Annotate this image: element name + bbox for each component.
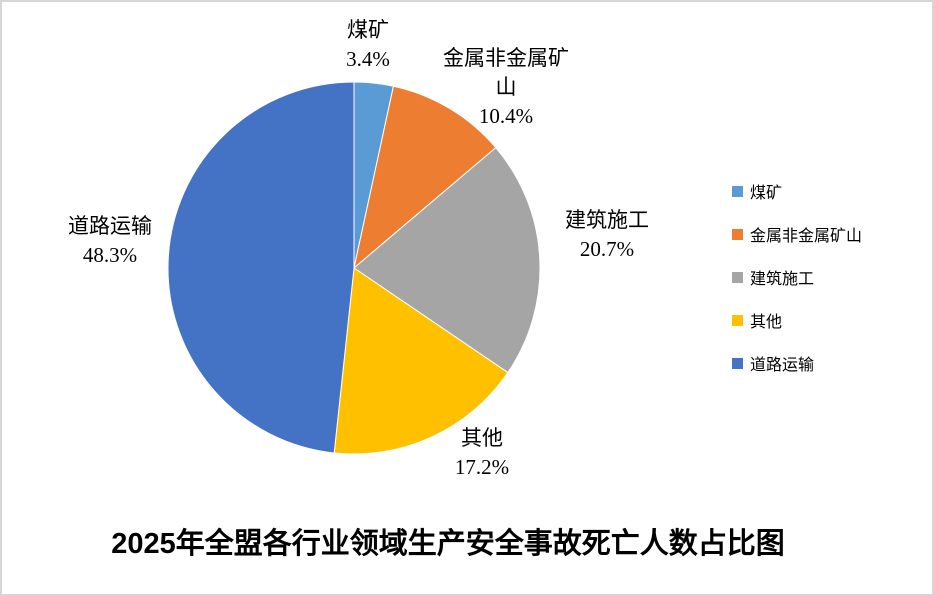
slice-label-line: 山 xyxy=(495,75,517,99)
chart-title: 2025年全盟各行业领域生产安全事故死亡人数占比图 xyxy=(111,528,785,560)
slice-label-line: 17.2% xyxy=(454,455,510,479)
slice-label-metal-nonmetal-mine: 金属非金属矿山 10.4% xyxy=(443,44,569,131)
slice-label-line: 20.7% xyxy=(579,237,635,261)
slice-label-line: 道路运输 xyxy=(68,214,152,238)
slice-label-line: 建筑施工 xyxy=(565,208,649,232)
pie-slice-construction xyxy=(353,146,541,374)
slice-label-line: 金属非金属矿 xyxy=(443,46,569,70)
slice-label-line: 48.3% xyxy=(82,243,138,267)
pie-slice-other xyxy=(333,267,509,455)
slice-label-line: 其他 xyxy=(461,426,503,450)
slice-label-line: 10.4% xyxy=(478,104,534,128)
slice-label-line: 煤矿 xyxy=(347,18,389,42)
slice-label-road-transport: 道路运输 48.3% xyxy=(68,212,152,270)
slice-label-construction: 建筑施工 20.7% xyxy=(565,206,649,264)
slice-label-other: 其他 17.2% xyxy=(455,424,509,482)
slice-label-coal-mine: 煤矿 3.4% xyxy=(346,16,390,74)
pie-slice-metal-nonmetal-mine xyxy=(353,85,497,270)
pie-slice-road-transport xyxy=(167,81,355,454)
slice-label-line: 3.4% xyxy=(346,47,390,71)
